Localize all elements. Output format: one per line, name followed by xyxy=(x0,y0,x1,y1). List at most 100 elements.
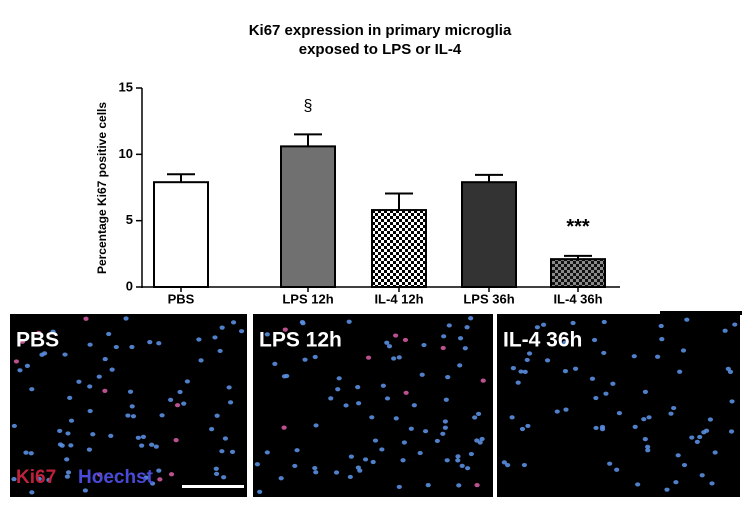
cell-nucleus xyxy=(599,424,606,430)
cell-nucleus xyxy=(212,335,218,340)
bar xyxy=(371,209,427,288)
cell-nucleus xyxy=(174,403,181,408)
cell-nucleus xyxy=(87,408,93,414)
cell-nucleus xyxy=(39,352,45,357)
cell-nucleus xyxy=(631,354,637,359)
cell-nucleus xyxy=(480,378,486,383)
cell-nucleus xyxy=(313,423,319,428)
cell-nucleus xyxy=(355,385,361,390)
cell-nucleus xyxy=(336,376,342,381)
cell-nucleus xyxy=(642,389,649,395)
cell-nucleus xyxy=(312,354,318,360)
cell-nucleus xyxy=(108,433,114,439)
cell-nucleus xyxy=(464,325,470,330)
cell-nucleus xyxy=(465,466,471,471)
cell-nucleus xyxy=(65,431,71,436)
cell-nucleus xyxy=(264,332,270,337)
x-tick-label: PBS xyxy=(168,291,195,306)
cell-nucleus xyxy=(614,467,620,472)
cell-nucleus xyxy=(147,340,153,345)
cell-nucleus xyxy=(372,438,379,443)
cell-nucleus xyxy=(82,488,88,493)
cell-nucleus xyxy=(459,463,465,469)
cell-nucleus xyxy=(396,484,402,490)
cell-nucleus xyxy=(229,449,236,454)
cell-nucleus xyxy=(525,423,531,429)
cell-nucleus xyxy=(222,436,229,441)
bar xyxy=(153,181,209,288)
cell-nucleus xyxy=(140,434,147,439)
cell-nucleus xyxy=(217,348,223,354)
cell-nucleus xyxy=(393,333,399,338)
cell-nucleus xyxy=(238,329,245,334)
cell-nucleus xyxy=(282,327,288,332)
cell-nucleus xyxy=(442,425,448,430)
cell-nucleus xyxy=(102,388,108,393)
cell-nucleus xyxy=(442,419,448,424)
panel-edge xyxy=(660,311,742,315)
cell-nucleus xyxy=(591,337,598,343)
cell-nucleus xyxy=(313,470,319,475)
cell-nucleus xyxy=(23,450,29,455)
cell-nucleus xyxy=(616,411,623,416)
cell-nucleus xyxy=(401,440,407,445)
cell-nucleus xyxy=(472,415,478,420)
cell-nucleus xyxy=(50,329,56,334)
cell-nucleus xyxy=(156,341,162,346)
cell-nucleus xyxy=(391,356,397,361)
cell-nucleus xyxy=(603,391,609,396)
cell-nucleus xyxy=(562,340,568,345)
chart-title: exposed to LPS or IL-4 xyxy=(299,41,462,58)
cell-nucleus xyxy=(219,325,225,330)
x-tick-label: IL-4 12h xyxy=(374,291,423,306)
cell-nucleus xyxy=(443,397,449,402)
cell-nucleus xyxy=(728,429,735,434)
cell-nucleus xyxy=(173,438,179,443)
cell-nucleus xyxy=(384,396,391,401)
cell-nucleus xyxy=(64,474,71,479)
cell-nucleus xyxy=(593,395,599,401)
cell-nucleus xyxy=(570,320,576,326)
cell-nucleus xyxy=(445,375,451,380)
cell-nucleus xyxy=(712,450,718,455)
cell-nucleus xyxy=(209,427,215,432)
cell-nucleus xyxy=(281,425,287,430)
cell-nucleus xyxy=(46,477,52,483)
cell-nucleus xyxy=(697,434,703,440)
cell-nucleus xyxy=(675,453,681,458)
cell-nucleus xyxy=(254,462,260,467)
x-tick-label: LPS 12h xyxy=(282,291,333,306)
cell-nucleus xyxy=(393,416,399,421)
cell-nucleus xyxy=(149,481,156,486)
y-tick-label: 15 xyxy=(119,79,133,94)
cell-nucleus xyxy=(386,344,393,349)
cell-nucleus xyxy=(143,475,149,480)
cell-nucleus xyxy=(123,316,129,321)
cell-nucleus xyxy=(509,415,515,420)
cell-nucleus xyxy=(468,316,474,321)
cell-nucleus xyxy=(348,454,354,459)
cell-nucleus xyxy=(153,444,159,449)
cell-nucleus xyxy=(440,431,446,436)
cell-nucleus xyxy=(441,334,447,339)
cell-nucleus xyxy=(102,356,108,362)
cell-nucleus xyxy=(707,417,713,422)
cell-nucleus xyxy=(519,426,526,432)
cell-nucleus xyxy=(213,466,219,471)
cell-nucleus xyxy=(659,337,665,342)
cell-nucleus xyxy=(149,442,155,447)
annotation: § xyxy=(304,98,313,115)
cell-nucleus xyxy=(384,340,390,345)
cell-nucleus xyxy=(221,475,227,480)
micrograph xyxy=(10,314,247,497)
cell-nucleus xyxy=(19,339,26,344)
cell-nucleus xyxy=(28,451,34,456)
cell-nucleus xyxy=(411,403,417,408)
cell-nucleus xyxy=(264,450,270,455)
cell-nucleus xyxy=(57,428,63,434)
cell-nucleus xyxy=(610,381,616,386)
cell-nucleus xyxy=(563,407,569,412)
cell-nucleus xyxy=(125,413,131,418)
cell-nucleus xyxy=(230,320,237,325)
cell-nucleus xyxy=(403,390,409,395)
